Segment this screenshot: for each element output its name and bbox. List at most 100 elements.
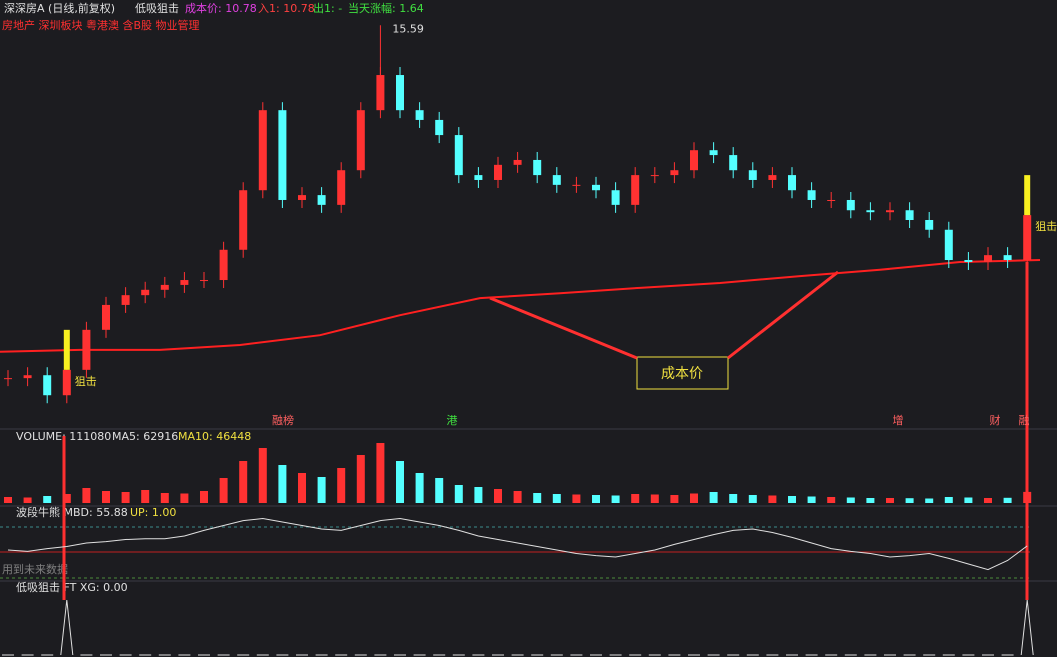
- callout-box: [636, 356, 729, 390]
- candle: [552, 175, 561, 185]
- volume-bar: [944, 497, 953, 503]
- candle: [396, 75, 404, 111]
- volume-bar: [846, 497, 855, 503]
- volume-bar: [650, 494, 659, 503]
- volume-bar: [1003, 497, 1012, 503]
- indicator-name: 低吸狙击: [135, 2, 179, 15]
- volume-bar: [278, 465, 287, 503]
- volume-bar: [62, 494, 71, 503]
- entry-text: 入1: 10.78: [258, 2, 315, 15]
- volume-bar: [23, 497, 32, 503]
- candle: [846, 199, 855, 211]
- candle: [984, 255, 992, 262]
- volume-bar: [121, 492, 130, 503]
- volume-bar: [748, 495, 757, 503]
- candle: [592, 184, 600, 191]
- event-tag: 港: [447, 414, 458, 427]
- volume-bar: [768, 495, 777, 503]
- candle: [1003, 255, 1012, 261]
- candle: [337, 170, 346, 205]
- volume-bar: [984, 498, 992, 503]
- candle: [925, 220, 934, 230]
- candle: [298, 195, 306, 200]
- signal-label: 狙击: [75, 375, 97, 388]
- candle: [886, 210, 894, 213]
- xg-spike: [60, 599, 74, 656]
- candle: [376, 75, 385, 111]
- volume-bar: [788, 496, 796, 503]
- event-tag: 融榜: [272, 413, 294, 427]
- volume-bar: [160, 493, 169, 503]
- candle: [788, 175, 796, 191]
- volume-bar: [670, 495, 679, 503]
- cost-text: 成本价: 10.78: [185, 1, 257, 15]
- volume-bar: [690, 493, 698, 503]
- volume-bar: [219, 478, 228, 503]
- candle: [944, 229, 953, 261]
- osc-label: 波段牛熊 MBD: 55.88: [16, 505, 128, 519]
- signal-bar: [1024, 175, 1031, 216]
- high-label: 15.59: [392, 22, 424, 35]
- candle: [23, 375, 32, 379]
- callout: 成本价: [661, 366, 703, 382]
- exit-text: 出1: -: [313, 1, 342, 15]
- volume-bar: [396, 461, 404, 503]
- volume-bar: [611, 495, 620, 503]
- volume-bar: [474, 487, 483, 503]
- cost-line: [0, 259, 1041, 353]
- volume-bar: [905, 498, 914, 503]
- volume-bar: [298, 473, 306, 503]
- candle: [748, 170, 757, 180]
- candle: [141, 289, 150, 296]
- candle: [650, 175, 659, 177]
- volume-bar: [925, 498, 934, 503]
- candle: [278, 110, 287, 200]
- candle: [415, 110, 424, 120]
- arrow: [727, 270, 839, 360]
- candle: [82, 329, 91, 370]
- volume-bar: [533, 493, 542, 503]
- candle: [180, 280, 189, 285]
- volume-bar: [494, 489, 502, 503]
- candle: [1023, 215, 1032, 261]
- candle: [356, 110, 365, 171]
- volume-bar: [552, 494, 561, 503]
- volume-bar: [572, 494, 581, 503]
- candle: [239, 190, 248, 250]
- candle: [102, 304, 110, 330]
- candle: [4, 378, 12, 380]
- signal-bar: [63, 329, 70, 370]
- volume-bar: [4, 497, 12, 503]
- volume-bar: [200, 491, 208, 503]
- volume-bar: [317, 477, 326, 503]
- volume-bar: [964, 497, 973, 503]
- candle: [62, 369, 71, 396]
- volume-bar: [454, 485, 463, 503]
- candle: [690, 150, 698, 171]
- candle: [513, 159, 522, 165]
- volume-bar: [866, 498, 875, 503]
- event-tag: 财: [990, 413, 1001, 427]
- volume-bar: [102, 491, 110, 503]
- candle: [670, 170, 679, 176]
- volume-bar: [141, 490, 150, 503]
- volume-bar: [356, 455, 365, 503]
- ma10-label: MA10: 46448: [178, 430, 251, 443]
- volume-bar: [729, 494, 738, 503]
- volume-bar: [43, 496, 52, 503]
- volume-bar: [435, 478, 444, 503]
- candle: [258, 110, 267, 191]
- candle: [807, 190, 816, 200]
- candle: [768, 175, 777, 180]
- mbd-line: [7, 517, 1028, 571]
- candle: [435, 119, 444, 136]
- candle: [611, 190, 620, 205]
- candle: [709, 150, 718, 156]
- candle: [494, 164, 502, 180]
- volume-bar: [807, 496, 816, 503]
- candle: [905, 210, 914, 220]
- change-text: 当天涨幅: 1.64: [348, 1, 424, 15]
